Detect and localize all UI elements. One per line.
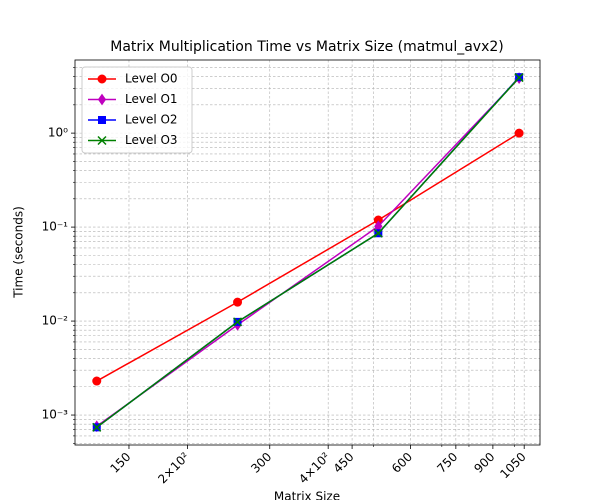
marker bbox=[92, 376, 102, 386]
y-tick-label: 10⁻³ bbox=[42, 408, 69, 422]
series-line bbox=[96, 77, 520, 428]
y-axis-label: Time (seconds) bbox=[12, 206, 26, 299]
y-tick-label: 10⁰ bbox=[48, 126, 68, 140]
legend-marker bbox=[98, 116, 106, 124]
series-line bbox=[96, 77, 520, 427]
y-tick-label: 10⁻¹ bbox=[42, 220, 69, 234]
series-line bbox=[96, 132, 520, 382]
legend-label: Level O3 bbox=[125, 133, 178, 147]
y-tick-label: 10⁻² bbox=[42, 314, 69, 328]
marker bbox=[514, 128, 524, 138]
marker bbox=[373, 228, 383, 238]
legend-marker bbox=[97, 135, 107, 146]
plot-frame bbox=[74, 59, 541, 446]
x-axis-label: Matrix Size bbox=[274, 490, 340, 500]
marker bbox=[233, 297, 243, 307]
marker bbox=[514, 73, 524, 83]
legend-marker bbox=[97, 93, 107, 106]
legend-label: Level O2 bbox=[125, 113, 178, 127]
legend-label: Level O1 bbox=[125, 92, 178, 106]
legend-box bbox=[81, 66, 193, 154]
marker bbox=[92, 422, 102, 432]
legend-marker bbox=[97, 74, 107, 84]
legend-label: Level O0 bbox=[125, 72, 178, 86]
chart-title: Matrix Multiplication Time vs Matrix Siz… bbox=[110, 39, 504, 55]
marker bbox=[233, 317, 243, 327]
